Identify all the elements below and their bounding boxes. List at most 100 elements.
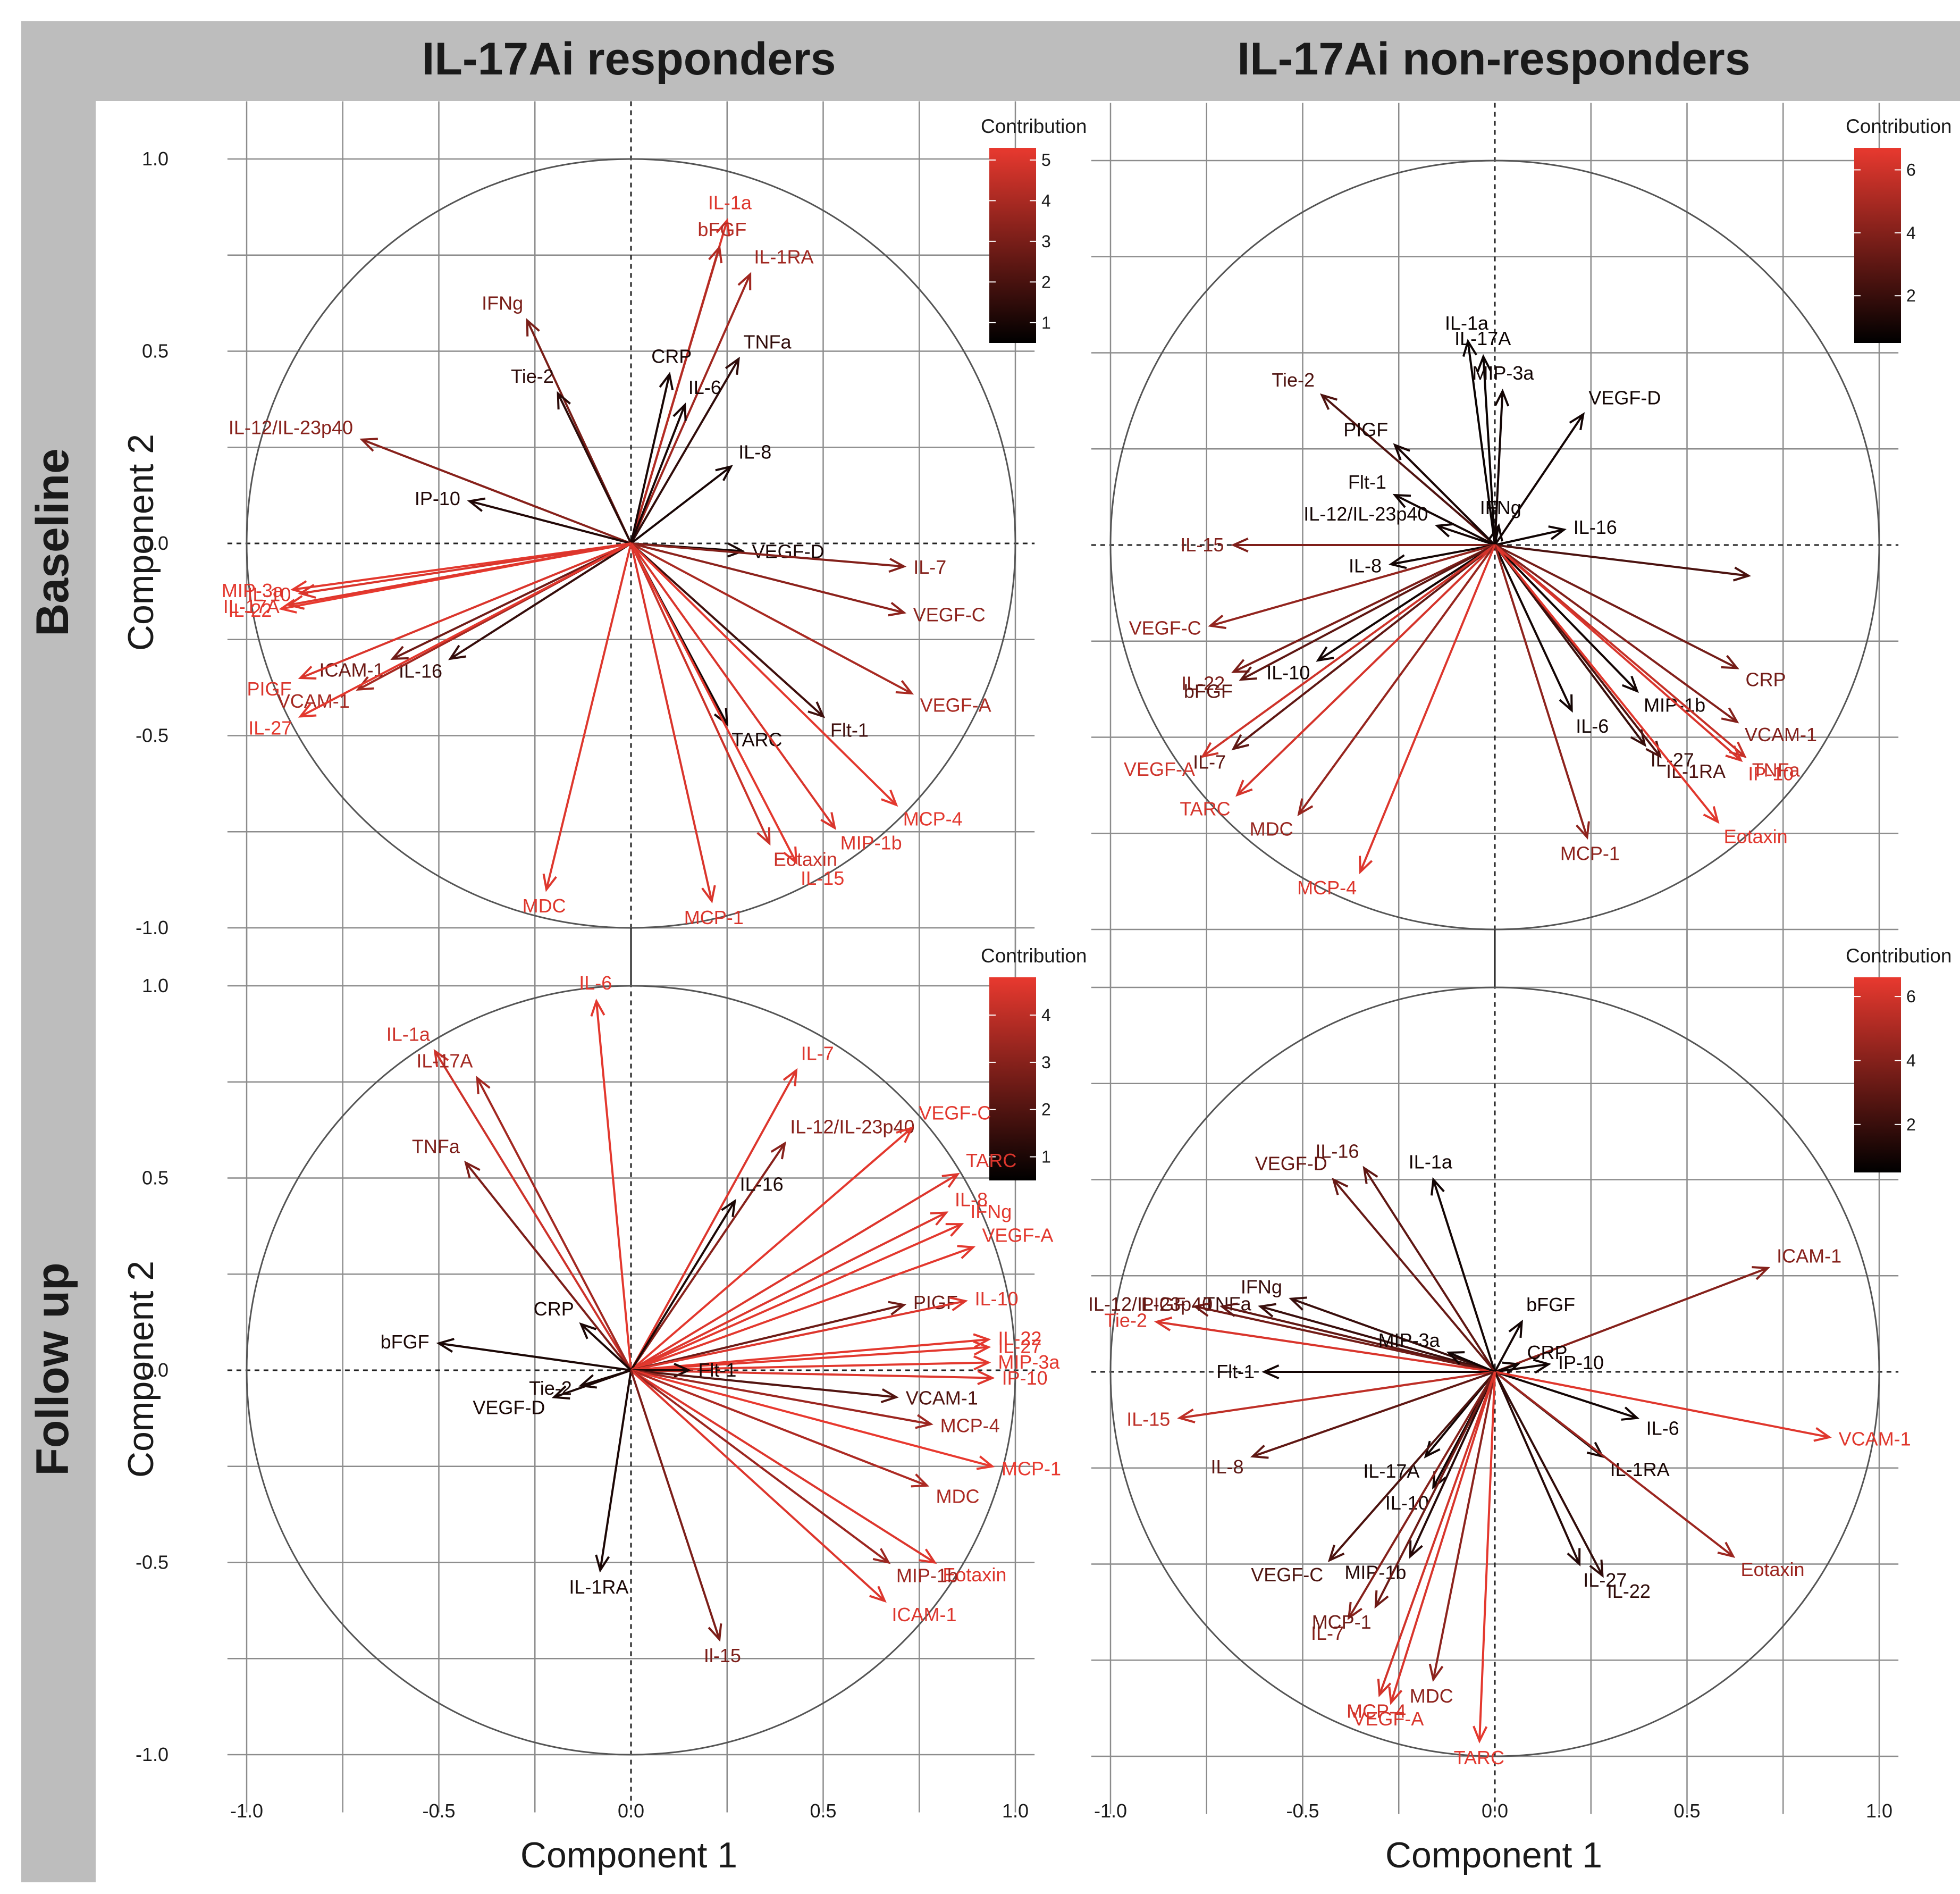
arrow-shaft	[1494, 1321, 1523, 1372]
arrow-head	[1494, 388, 1510, 407]
x-tick-label: 0.0	[1482, 1800, 1508, 1822]
arrow-head	[1446, 1351, 1465, 1365]
arrow-shaft	[630, 1369, 928, 1487]
arrow-il-6: IL-6	[1494, 544, 1609, 737]
x-tick-label: 1.0	[1002, 1800, 1029, 1822]
x-tick-label: 0.0	[618, 1800, 644, 1822]
arrow-il-1a: IL-1a	[386, 1024, 632, 1371]
arrow-il-17a: IL-17A	[1454, 328, 1511, 546]
variable-label: IL-22	[1607, 1580, 1651, 1602]
arrow-il-15: IL-15	[1180, 534, 1495, 556]
arrow-head	[973, 1355, 991, 1371]
variable-label: IL-1a	[1445, 312, 1489, 334]
y-tick-label: -0.5	[136, 1552, 169, 1573]
arrow-head	[713, 708, 729, 727]
arrow-head	[708, 245, 723, 264]
arrow-shaft	[630, 1369, 886, 1602]
arrow-il-15: IL-15	[1126, 1371, 1495, 1430]
arrow-shaft	[630, 1369, 889, 1564]
arrow-head	[476, 1076, 491, 1094]
arrow-head	[1388, 1686, 1403, 1705]
arrow-shaft	[1240, 544, 1495, 681]
variable-label: IP-10	[1558, 1352, 1604, 1373]
y-axis-title-follow-up: Component 2	[121, 1261, 161, 1478]
arrow-shaft	[630, 1200, 736, 1371]
arrow-shaft	[595, 1001, 632, 1371]
unit-circle	[1109, 160, 1880, 931]
arrow-ifng: IFNg	[482, 292, 632, 544]
arrow-flt-1: Flt-1	[1348, 471, 1495, 546]
arrow-shaft	[300, 542, 632, 594]
arrow-il-8: IL-8	[630, 1189, 988, 1371]
arrow-shaft	[1233, 544, 1495, 673]
arrow-head	[1250, 1445, 1269, 1459]
arrow-head	[820, 812, 837, 831]
arrow-head	[436, 1338, 455, 1353]
arrow-shaft	[557, 393, 632, 544]
arrow-mdc: MDC	[630, 1369, 979, 1507]
variable-label: IL-15	[1180, 534, 1224, 556]
variable-label: IL-27	[1583, 1569, 1627, 1591]
arrow-shaft	[1494, 414, 1584, 546]
variable-label: IL-8	[738, 441, 771, 463]
variable-label: IL-27	[248, 717, 292, 739]
arrow-il-7: IL-7	[630, 1042, 834, 1371]
arrow-head	[957, 1245, 976, 1259]
variable-label: IL-16	[1315, 1141, 1359, 1162]
arrow-shaft	[630, 1338, 989, 1371]
variable-label: IL-1RA	[1666, 760, 1726, 782]
variable-label: IP-10	[1748, 763, 1794, 785]
arrow-vegf-d: VEGF-D	[1494, 387, 1661, 546]
arrow-head	[701, 885, 716, 904]
arrow-shaft	[1409, 1371, 1496, 1557]
variable-label: IL-27	[998, 1335, 1041, 1357]
arrow-mdc: MDC	[1250, 544, 1496, 840]
arrow-shaft	[1179, 1371, 1495, 1419]
arrow-head	[1476, 354, 1492, 372]
arrow-shaft	[1348, 1371, 1496, 1619]
arrow-shaft	[1494, 544, 1573, 711]
arrow-shaft	[1482, 356, 1496, 546]
arrow-head	[1721, 707, 1739, 724]
legend-tick-label: 2	[1906, 286, 1916, 305]
arrow-shaft	[1394, 444, 1496, 546]
variable-label: PIGF	[247, 678, 292, 700]
variable-label: TARC	[1454, 1747, 1504, 1769]
arrow-pigf: PIGF	[630, 1292, 958, 1371]
variable-label: Eotaxin	[1740, 1558, 1804, 1580]
variable-label: bFGF	[381, 1331, 430, 1353]
variable-label: TNFa	[744, 331, 792, 353]
arrow-il-17a: IL-17A	[223, 542, 632, 617]
x-tick-label: -0.5	[422, 1800, 455, 1822]
arrow-shaft	[630, 1369, 992, 1379]
variable-label: IL-12/IL-23p40	[1088, 1293, 1213, 1315]
legend-colorbar	[1854, 977, 1901, 1172]
arrow-il-7: IL-7	[630, 542, 946, 578]
arrow-shaft	[1494, 1371, 1830, 1438]
arrow-head	[1576, 821, 1590, 840]
variable-label: Tie-2	[529, 1377, 572, 1399]
arrow-head	[298, 584, 316, 599]
arrow-shaft	[630, 404, 686, 544]
arrow-shaft	[630, 1070, 797, 1371]
variable-label: MCP-1	[1002, 1457, 1061, 1479]
arrow-il-27: IL-27	[630, 1335, 1041, 1371]
arrow-shaft	[1202, 544, 1496, 758]
arrow-unlabelled	[1494, 544, 1752, 582]
arrow-head	[1393, 443, 1410, 460]
arrow-mcp-1: MCP-1	[630, 543, 744, 928]
arrow-head	[1567, 1548, 1581, 1566]
legend-tick-label: 4	[1906, 1051, 1916, 1070]
variable-label: IFNg	[970, 1201, 1012, 1222]
y-axis-title-baseline: Component 2	[121, 434, 161, 651]
arrow-il-15: Il-15	[630, 1370, 741, 1666]
arrow-mip-3a: MIP-3a	[1472, 362, 1534, 546]
arrow-head	[448, 644, 467, 660]
arrow-shaft	[1494, 544, 1738, 669]
unit-circle	[246, 158, 1016, 929]
variable-label: VEGF-C	[1129, 617, 1201, 639]
variable-label: ICAM-1	[891, 1604, 956, 1625]
arrow-head	[1200, 742, 1219, 758]
legend-tick-label: 1	[1041, 1147, 1051, 1167]
